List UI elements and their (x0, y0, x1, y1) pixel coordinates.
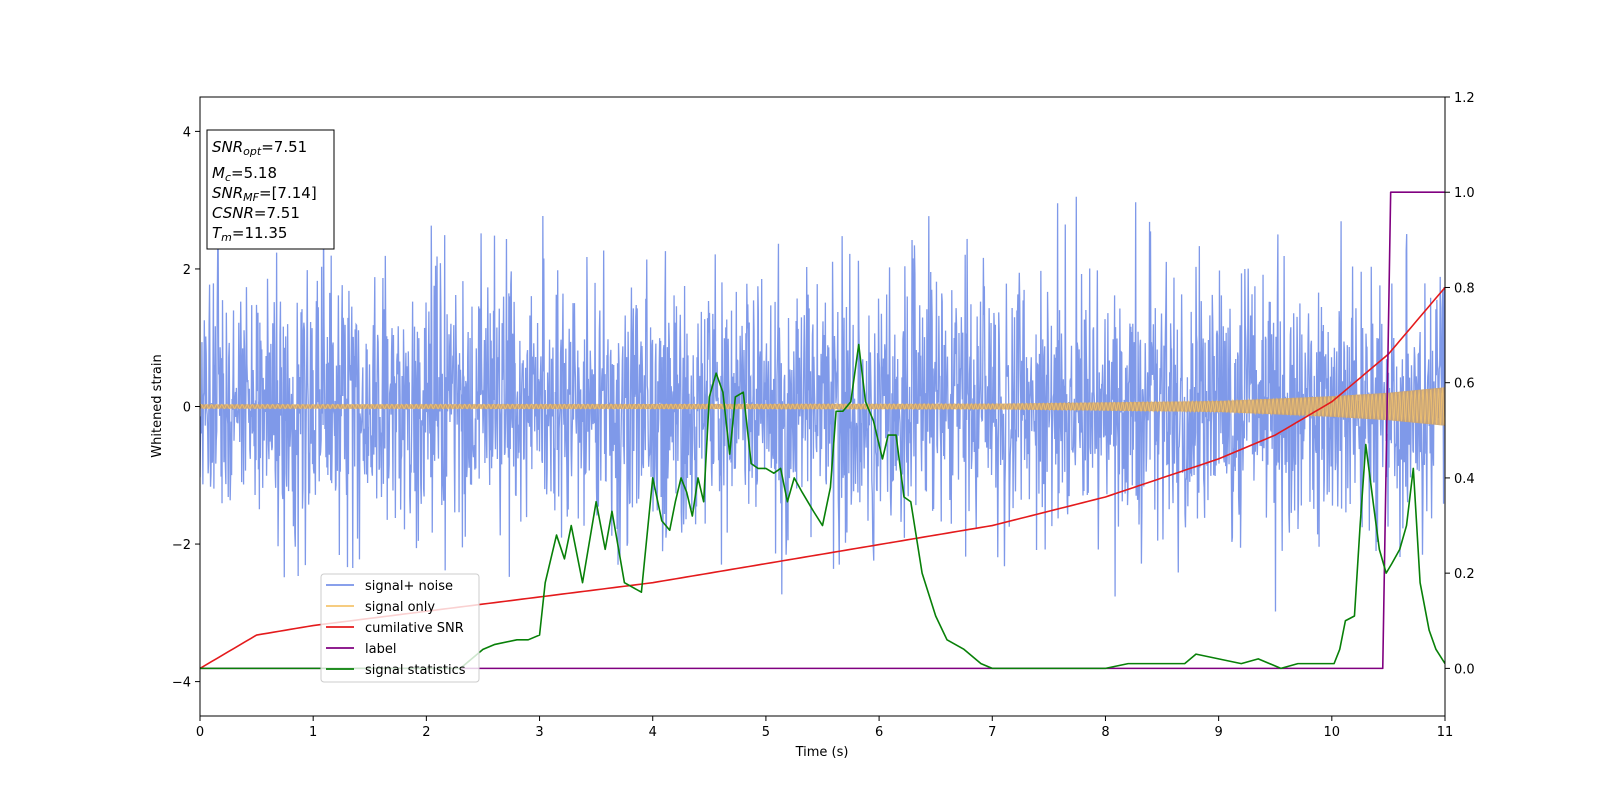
info-line-tm-sub: m (221, 231, 232, 244)
legend: signal+ noise signal only cumilative SNR… (320, 573, 480, 683)
info-box: SNRopt=7.51 Mc=5.18 SNRMF=[7.14] CSNR=7.… (206, 129, 335, 250)
series-signal-noise (200, 196, 1445, 612)
y-tick-label: −4 (172, 676, 191, 691)
series-signal-statistics (200, 343, 1445, 670)
ticks-layer: 0 1 2 3 4 5 6 7 8 9 10 11 4 2 0 −2 −4 1.2 1.0 0.8 0.6 0.4 0.2 0… (172, 91, 1475, 740)
info-line-mc: Mc=5.18 (212, 164, 277, 184)
legend-label-signal-only: signal only (365, 600, 435, 615)
info-line-csnr: CSNR=7.51 (212, 204, 300, 222)
info-line-snr-opt-base: SNR (212, 138, 243, 156)
info-line-snr-mf-sub: MF (243, 191, 259, 204)
y2-tick-label: 0.0 (1454, 662, 1475, 677)
y2-tick-label: 0.4 (1454, 472, 1475, 487)
info-line-csnr-base: CSNR (212, 204, 254, 222)
series-label (200, 191, 1445, 670)
legend-label-label: label (365, 642, 396, 657)
y2-tick-label: 1.2 (1454, 91, 1475, 106)
info-line-snr-opt-sub: opt (243, 145, 262, 158)
info-line-snr-opt-value: =7.51 (261, 138, 307, 156)
series-signal-only (200, 387, 1445, 426)
info-line-mc-sub: c (225, 171, 231, 184)
info-line-snr-mf-value: =[7.14] (259, 184, 317, 202)
legend-label-signal-statistics: signal statistics (365, 663, 466, 678)
legend-frame (320, 573, 480, 683)
y-tick-label: 2 (183, 263, 191, 278)
y2-tick-label: 1.0 (1454, 186, 1475, 201)
y-tick-label: 4 (183, 125, 191, 140)
y-axis-label: Whitened strain (150, 354, 165, 457)
y2-tick-label: 0.6 (1454, 377, 1475, 392)
y2-tick-label: 0.2 (1454, 567, 1475, 582)
info-box-frame (206, 129, 335, 250)
legend-label-cumulative-snr: cumilative SNR (365, 621, 464, 636)
info-line-tm-value: =11.35 (232, 224, 288, 242)
info-line-tm: Tm=11.35 (212, 224, 287, 244)
x-tick-label: 10 (1324, 725, 1341, 740)
x-tick-label: 5 (762, 725, 770, 740)
x-tick-label: 4 (649, 725, 657, 740)
x-axis-label: Time (s) (795, 745, 849, 760)
legend-label-signal-noise: signal+ noise (365, 579, 453, 594)
x-tick-label: 1 (309, 725, 317, 740)
info-line-mc-base: M (212, 164, 225, 182)
x-tick-label: 2 (422, 725, 430, 740)
info-line-mc-value: =5.18 (231, 164, 277, 182)
x-tick-label: 3 (535, 725, 543, 740)
info-line-snr-opt: SNRopt=7.51 (212, 138, 307, 158)
info-line-snr-mf-base: SNR (212, 184, 243, 202)
x-tick-label: 6 (875, 725, 883, 740)
x-tick-label: 0 (196, 725, 204, 740)
x-tick-label: 7 (988, 725, 996, 740)
info-line-tm-base: T (212, 224, 223, 242)
info-line-snr-mf: SNRMF=[7.14] (212, 184, 317, 204)
x-tick-label: 8 (1101, 725, 1109, 740)
info-line-csnr-value: =7.51 (254, 204, 300, 222)
x-tick-label: 9 (1214, 725, 1222, 740)
x-tick-label: 11 (1437, 725, 1454, 740)
y-tick-label: 0 (183, 401, 191, 416)
y2-tick-label: 0.8 (1454, 281, 1475, 296)
y-tick-label: −2 (172, 538, 191, 553)
